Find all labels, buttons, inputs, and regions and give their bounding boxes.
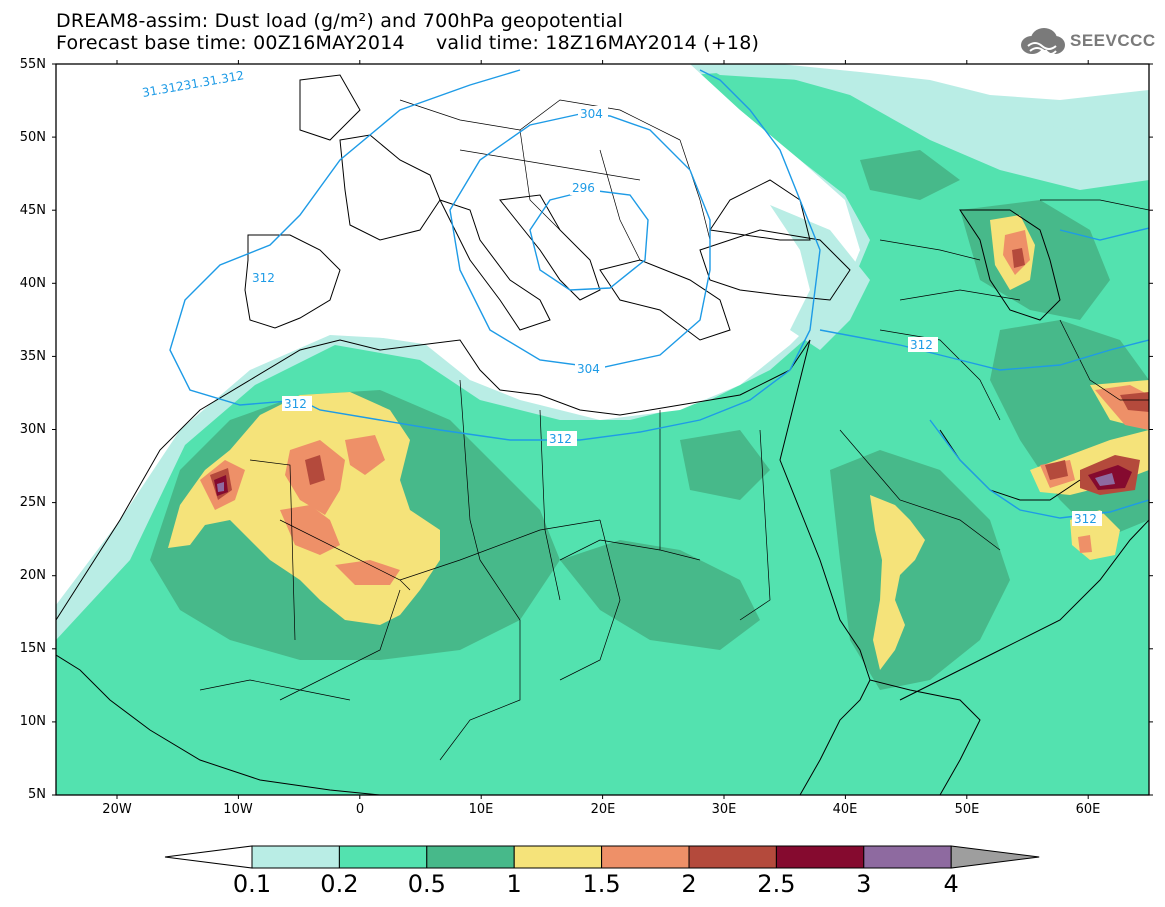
colorbar-swatch (601, 845, 690, 869)
cloud-icon (1021, 28, 1065, 55)
colorbar-tick-label: 2.5 (757, 870, 796, 898)
map-title: DREAM8-assim: Dust load (g/m²) and 700hP… (56, 10, 624, 32)
axis-ticks (52, 60, 1153, 799)
lat-label: 35N (20, 349, 46, 364)
dust-level-3-iran (1095, 473, 1115, 486)
lat-label: 20N (20, 568, 46, 583)
dust-level-2-central (305, 455, 325, 485)
colorbar-swatch (513, 845, 603, 869)
seevccc-logo: SEEVCCC (1018, 26, 1156, 56)
colorbar-tick-label: 2 (681, 870, 697, 898)
contour-label: 312 (1074, 512, 1097, 526)
lon-label: 40E (833, 802, 858, 817)
lat-label: 45N (20, 203, 46, 218)
clear-europe (56, 64, 860, 540)
dust-level-1-arabia (870, 495, 925, 670)
colorbar (164, 845, 1040, 869)
clear-northeast (780, 64, 1149, 100)
colorbar-tick-label: 4 (943, 870, 959, 898)
lat-label: 5N (28, 787, 46, 802)
colorbar-over-arrow (950, 845, 1040, 869)
dust-level-0.5-egypt (680, 430, 770, 500)
contour-labels: 31.31231.31.312 304 296 312 304 312 312 … (141, 68, 1102, 526)
latitude-labels: 55N 50N 45N 40N 35N 30N 25N 20N 15N 10N … (20, 57, 46, 802)
dust-level-0.5-sahel (560, 540, 760, 650)
lon-label: 0 (356, 802, 364, 817)
logo-text: SEEVCCC (1070, 31, 1156, 50)
dust-level-2-caspian (1012, 248, 1025, 268)
contour-label: 312 (549, 432, 572, 446)
colorbar-tick-label: 0.1 (232, 870, 272, 898)
dust-level-2-gulf (1045, 460, 1068, 480)
contour-label: 312 (284, 397, 307, 411)
longitude-labels: 20W 10W 0 10E 20E 30E 40E 50E 60E (102, 802, 1100, 817)
colorbar-tick-label: 3 (856, 870, 872, 898)
dust-fields (56, 64, 1149, 795)
contour-label: 296 (572, 181, 595, 195)
colorbar-tick-label: 0.5 (407, 870, 446, 898)
colorbar-tick-label: 1.5 (582, 870, 621, 898)
lon-label: 60E (1076, 802, 1101, 817)
contour-label: 312 (910, 338, 933, 352)
contour-label: 304 (577, 362, 600, 376)
lat-label: 30N (20, 422, 46, 437)
contour-label: 312 (252, 271, 275, 285)
dust-level-1.5-east (345, 435, 385, 475)
colorbar-tick-label: 1 (506, 870, 522, 898)
lon-label: 20E (591, 802, 616, 817)
dust-level-0.1-east (770, 205, 870, 350)
colorbar-swatch (426, 845, 515, 869)
forecast-time-subtitle: Forecast base time: 00Z16MAY2014 valid t… (56, 32, 760, 54)
colorbar-tick-label: 0.2 (320, 870, 359, 898)
lon-label: 50E (955, 802, 980, 817)
lon-label: 10W (223, 802, 253, 817)
lat-label: 50N (20, 130, 46, 145)
lat-label: 10N (20, 714, 46, 729)
lat-label: 15N (20, 641, 46, 656)
dust-level-1.5-sahel (335, 560, 400, 585)
lon-label: 20W (102, 802, 132, 817)
lat-label: 55N (20, 57, 46, 72)
dust-level-0.5-kazakh (860, 150, 960, 200)
colorbar-swatch (775, 845, 865, 869)
colorbar-swatch (251, 845, 340, 869)
lat-label: 25N (20, 495, 46, 510)
colorbar-swatch (863, 845, 952, 869)
coastlines (56, 74, 1149, 795)
geopotential-contours (169, 69, 1149, 519)
lon-label: 10E (469, 802, 494, 817)
colorbar-under-arrow (164, 845, 253, 869)
contour-label: 304 (580, 107, 603, 121)
dust-level-3-sahara (217, 482, 224, 492)
lat-label: 40N (20, 276, 46, 291)
colorbar-swatch (338, 845, 428, 869)
dust-level-2-iran-north (1120, 392, 1149, 412)
colorbar-swatch (688, 845, 777, 869)
dust-level-1.5-oman (1078, 535, 1092, 553)
lon-label: 30E (712, 802, 737, 817)
